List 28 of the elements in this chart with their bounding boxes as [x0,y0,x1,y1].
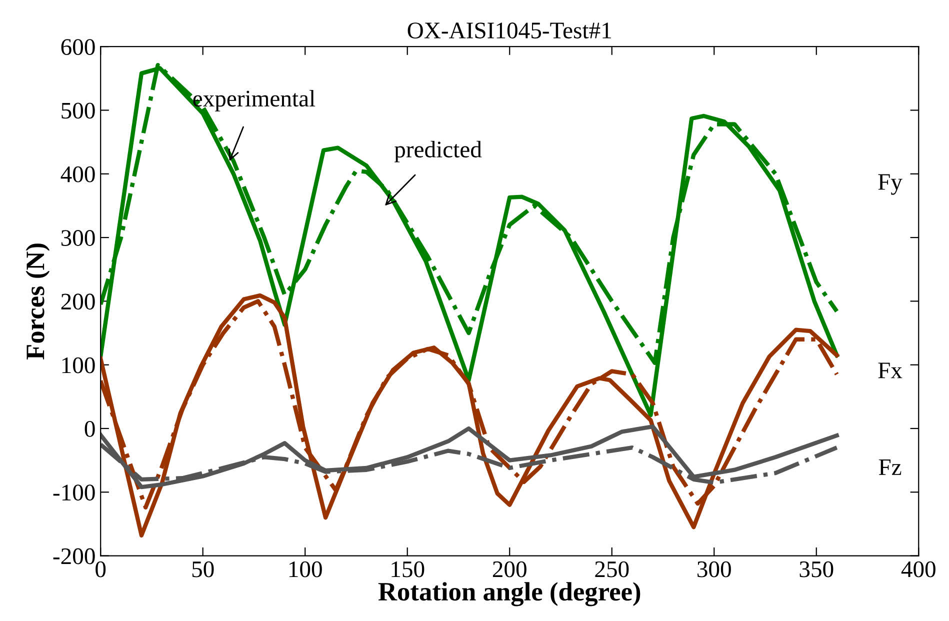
y-tick-label: 300 [61,230,95,246]
y-tick-label: 600 [61,39,95,55]
y-axis-title: Forces (N) [26,244,50,360]
x-tick-label: 400 [901,561,936,578]
chart-title: OX-AISI1045-Test#1 [408,22,611,38]
y-tick-label: 200 [61,294,95,310]
annotation: Fz [878,459,902,475]
y-tick-label: 0 [84,420,95,437]
x-tick-label: 250 [595,561,629,578]
x-tick-label: 350 [800,561,834,578]
x-tick-label: 300 [698,561,731,578]
annotation: experimental [193,90,316,112]
line-series [100,66,839,418]
y-tick-label: 100 [62,357,95,374]
x-axis-title: Rotation angle (degree) [378,582,640,606]
x-tick-label: 50 [192,561,214,578]
annotation: predicted [394,140,482,162]
y-tick-label: 500 [62,102,95,119]
x-tick-label: 150 [392,561,424,578]
y-tick-label: -200 [53,548,95,564]
y-tick-label: -100 [53,484,95,501]
line-series [100,424,839,490]
x-tick-label: 200 [492,561,526,578]
x-tick-label: 0 [96,561,106,578]
annotation: Fy [878,174,902,195]
x-tick-label: 100 [289,561,322,578]
y-tick-label: 400 [60,166,95,182]
annotation: Fx [878,362,902,378]
